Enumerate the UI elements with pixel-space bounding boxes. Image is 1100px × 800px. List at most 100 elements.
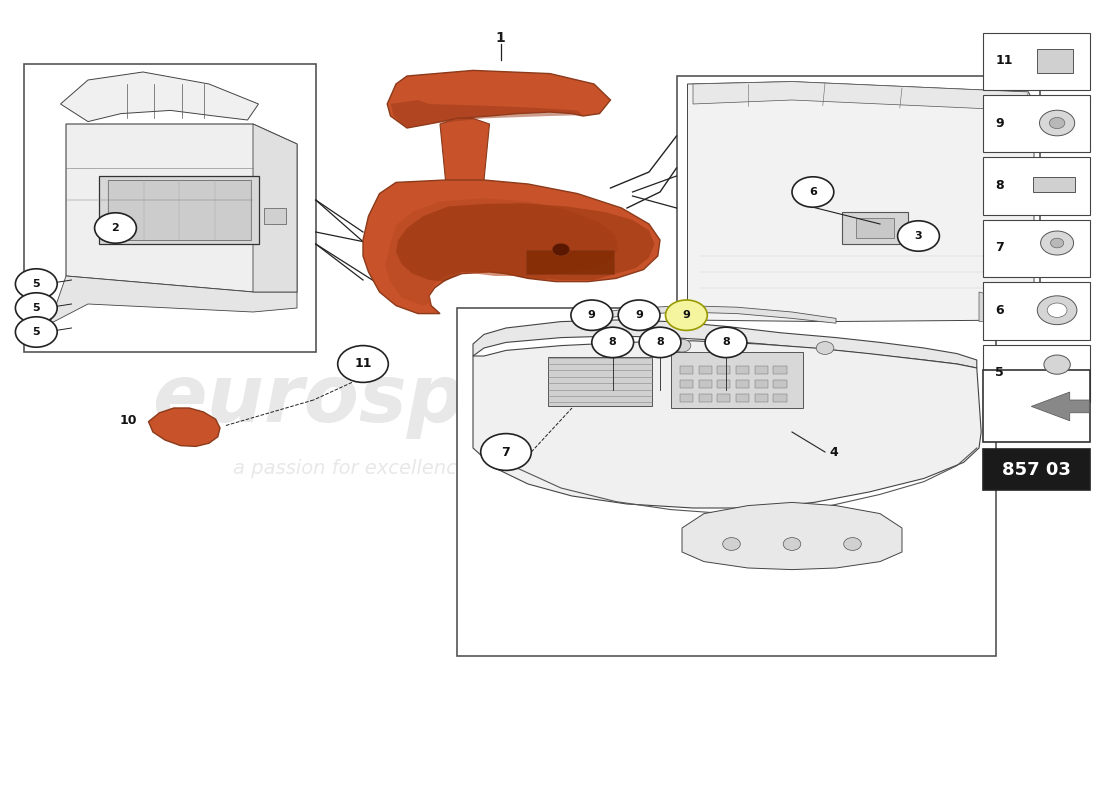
Text: 2: 2: [111, 223, 120, 233]
FancyBboxPatch shape: [24, 64, 316, 352]
Circle shape: [673, 339, 691, 352]
FancyBboxPatch shape: [456, 308, 996, 656]
Polygon shape: [60, 72, 258, 122]
Circle shape: [1044, 355, 1070, 374]
Circle shape: [1050, 238, 1064, 248]
Polygon shape: [390, 100, 583, 128]
Bar: [717, 366, 730, 374]
Bar: [680, 366, 693, 374]
Bar: [842, 212, 908, 244]
Polygon shape: [473, 320, 977, 368]
Text: 9: 9: [996, 117, 1004, 130]
Bar: [773, 380, 786, 388]
Text: 5: 5: [33, 303, 40, 313]
Text: 11: 11: [996, 54, 1013, 67]
Polygon shape: [583, 306, 836, 323]
Polygon shape: [1032, 392, 1089, 421]
Bar: [698, 366, 712, 374]
Text: 9: 9: [682, 310, 691, 320]
FancyBboxPatch shape: [983, 158, 1090, 214]
Bar: [755, 366, 768, 374]
Circle shape: [15, 269, 57, 299]
Bar: [526, 250, 614, 274]
Text: 7: 7: [502, 446, 510, 458]
Circle shape: [15, 293, 57, 323]
Bar: [717, 394, 730, 402]
FancyBboxPatch shape: [983, 220, 1090, 277]
Circle shape: [592, 327, 634, 358]
Bar: [856, 218, 894, 238]
Text: 11: 11: [354, 358, 372, 370]
Text: 4: 4: [829, 446, 838, 458]
Circle shape: [666, 300, 707, 330]
FancyBboxPatch shape: [676, 76, 1040, 324]
Text: 6: 6: [808, 187, 817, 197]
Bar: [736, 394, 749, 402]
Bar: [548, 357, 652, 406]
FancyBboxPatch shape: [983, 345, 1090, 402]
Text: 10: 10: [120, 414, 138, 426]
Text: eurospares: eurospares: [153, 361, 661, 439]
Bar: [1033, 178, 1075, 192]
Polygon shape: [682, 502, 902, 570]
Polygon shape: [253, 124, 297, 292]
Circle shape: [792, 177, 834, 207]
Bar: [717, 380, 730, 388]
Text: 9: 9: [587, 310, 596, 320]
Text: 8: 8: [608, 338, 617, 347]
Bar: [698, 394, 712, 402]
Bar: [698, 380, 712, 388]
Circle shape: [1049, 118, 1065, 129]
Circle shape: [481, 434, 531, 470]
Polygon shape: [66, 124, 297, 292]
Circle shape: [1037, 296, 1077, 325]
Polygon shape: [473, 341, 981, 508]
Text: 8: 8: [996, 179, 1004, 192]
Bar: [773, 366, 786, 374]
Circle shape: [571, 300, 613, 330]
Bar: [680, 394, 693, 402]
Bar: [99, 176, 258, 244]
Text: 8: 8: [722, 338, 730, 347]
Circle shape: [639, 327, 681, 358]
Text: 9: 9: [635, 310, 643, 320]
Bar: [108, 180, 251, 240]
Circle shape: [95, 213, 136, 243]
Polygon shape: [387, 70, 610, 128]
Text: 7: 7: [996, 242, 1004, 254]
FancyBboxPatch shape: [983, 282, 1090, 339]
Circle shape: [783, 538, 801, 550]
Circle shape: [15, 317, 57, 347]
Circle shape: [552, 243, 570, 256]
Polygon shape: [148, 408, 220, 446]
Text: 3: 3: [915, 231, 922, 241]
Text: 8: 8: [656, 338, 664, 347]
Text: 5: 5: [33, 279, 40, 289]
FancyBboxPatch shape: [983, 33, 1090, 90]
Text: 6: 6: [996, 304, 1004, 317]
Bar: [671, 352, 803, 408]
Circle shape: [844, 538, 861, 550]
Circle shape: [898, 221, 939, 251]
Circle shape: [618, 300, 660, 330]
Polygon shape: [979, 292, 1028, 322]
FancyBboxPatch shape: [983, 95, 1090, 152]
Polygon shape: [50, 276, 297, 324]
Text: 1: 1: [496, 30, 505, 45]
Polygon shape: [688, 82, 1034, 322]
Bar: [736, 366, 749, 374]
Bar: [773, 394, 786, 402]
Text: 5: 5: [996, 366, 1004, 379]
Bar: [680, 380, 693, 388]
Circle shape: [705, 327, 747, 358]
Bar: [755, 394, 768, 402]
Circle shape: [1047, 303, 1067, 318]
Bar: [1037, 50, 1072, 74]
Circle shape: [816, 342, 834, 354]
Polygon shape: [693, 82, 1028, 110]
Circle shape: [723, 538, 740, 550]
Circle shape: [338, 346, 388, 382]
FancyBboxPatch shape: [983, 370, 1090, 442]
FancyBboxPatch shape: [983, 449, 1090, 490]
Circle shape: [1041, 231, 1074, 255]
